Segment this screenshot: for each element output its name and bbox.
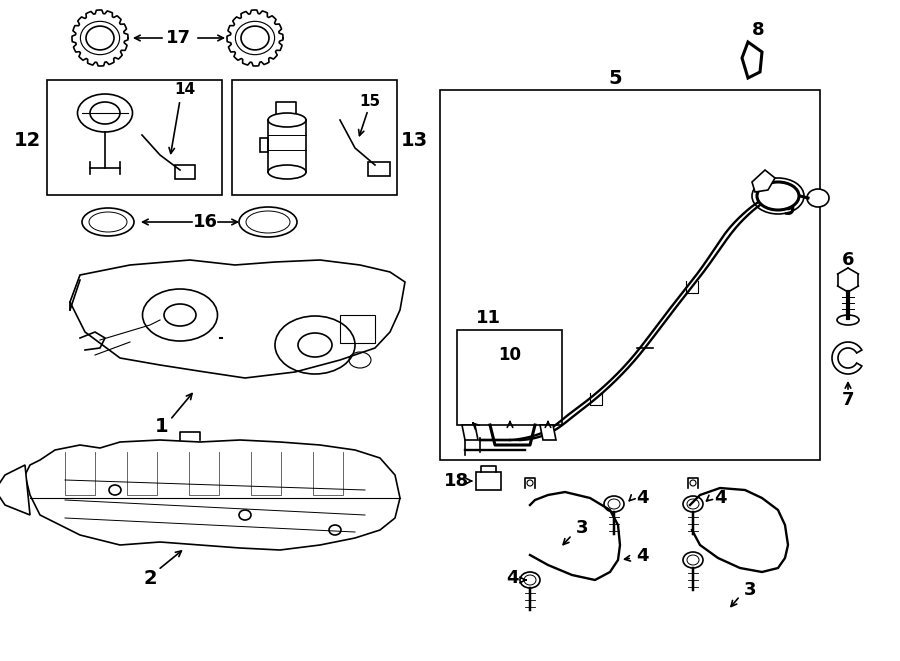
Text: 15: 15	[359, 95, 381, 110]
Polygon shape	[752, 170, 775, 192]
Text: 4: 4	[714, 489, 726, 507]
Text: 7: 7	[842, 391, 854, 409]
Ellipse shape	[268, 165, 306, 179]
Ellipse shape	[807, 189, 829, 207]
Polygon shape	[70, 275, 80, 310]
Polygon shape	[25, 440, 400, 550]
Bar	[440, 90, 820, 460]
Text: 11: 11	[475, 309, 500, 327]
Text: 4: 4	[635, 489, 648, 507]
Bar	[260, 138, 268, 152]
Text: 14: 14	[175, 83, 195, 98]
Text: 16: 16	[193, 213, 218, 231]
Ellipse shape	[268, 113, 306, 127]
Text: 4: 4	[635, 547, 648, 565]
Text: 13: 13	[400, 130, 428, 149]
Ellipse shape	[77, 94, 132, 132]
Text: 5: 5	[608, 69, 622, 87]
Ellipse shape	[239, 207, 297, 237]
Bar	[47, 80, 222, 195]
Ellipse shape	[837, 315, 859, 325]
Text: 9: 9	[782, 201, 794, 219]
Text: 8: 8	[752, 21, 764, 39]
Bar	[457, 330, 562, 425]
Text: 18: 18	[444, 472, 469, 490]
Polygon shape	[462, 425, 478, 440]
Text: 1: 1	[155, 418, 169, 436]
Ellipse shape	[757, 182, 799, 210]
Bar	[476, 472, 501, 490]
Text: 17: 17	[166, 29, 191, 47]
Polygon shape	[742, 42, 762, 78]
Ellipse shape	[82, 208, 134, 236]
Polygon shape	[540, 425, 556, 440]
Bar	[175, 165, 195, 179]
Bar	[368, 162, 390, 176]
Text: 4: 4	[506, 569, 518, 587]
Text: 10: 10	[499, 346, 521, 364]
Text: 6: 6	[842, 251, 854, 269]
Bar	[232, 80, 397, 195]
Ellipse shape	[520, 572, 540, 588]
Text: 12: 12	[14, 130, 40, 149]
Ellipse shape	[683, 552, 703, 568]
Text: 2: 2	[143, 568, 157, 588]
Text: 3: 3	[576, 519, 589, 537]
Polygon shape	[832, 342, 862, 374]
Bar	[340, 315, 375, 343]
Polygon shape	[70, 260, 405, 378]
Ellipse shape	[604, 496, 624, 512]
Polygon shape	[0, 465, 30, 515]
Ellipse shape	[683, 496, 703, 512]
Text: 3: 3	[743, 581, 756, 599]
